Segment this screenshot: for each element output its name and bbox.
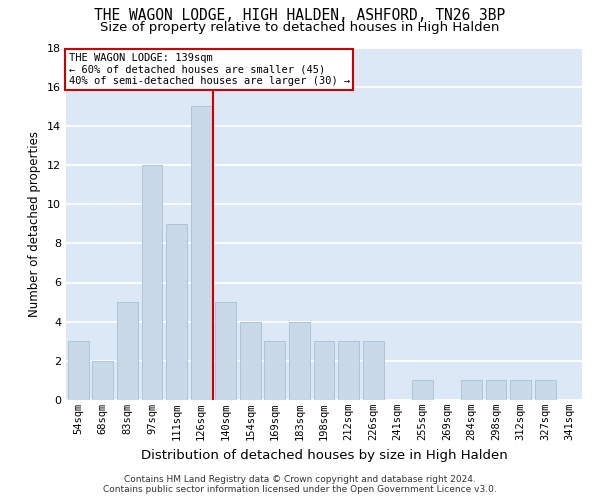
Bar bbox=[215, 302, 236, 400]
Text: THE WAGON LODGE, HIGH HALDEN, ASHFORD, TN26 3BP: THE WAGON LODGE, HIGH HALDEN, ASHFORD, T… bbox=[94, 8, 506, 22]
Bar bbox=[362, 342, 383, 400]
Text: THE WAGON LODGE: 139sqm
← 60% of detached houses are smaller (45)
40% of semi-de: THE WAGON LODGE: 139sqm ← 60% of detache… bbox=[68, 53, 350, 86]
Bar bbox=[240, 322, 261, 400]
Bar bbox=[92, 361, 113, 400]
Bar bbox=[166, 224, 187, 400]
Bar bbox=[412, 380, 433, 400]
Bar bbox=[289, 322, 310, 400]
X-axis label: Distribution of detached houses by size in High Halden: Distribution of detached houses by size … bbox=[140, 448, 508, 462]
Bar bbox=[461, 380, 482, 400]
Bar bbox=[485, 380, 506, 400]
Y-axis label: Number of detached properties: Number of detached properties bbox=[28, 130, 41, 317]
Bar bbox=[314, 342, 334, 400]
Bar bbox=[68, 342, 89, 400]
Bar bbox=[510, 380, 531, 400]
Bar bbox=[535, 380, 556, 400]
Bar bbox=[142, 165, 163, 400]
Bar bbox=[191, 106, 212, 400]
Text: Contains HM Land Registry data © Crown copyright and database right 2024.
Contai: Contains HM Land Registry data © Crown c… bbox=[103, 474, 497, 494]
Bar bbox=[265, 342, 286, 400]
Bar bbox=[338, 342, 359, 400]
Bar bbox=[117, 302, 138, 400]
Text: Size of property relative to detached houses in High Halden: Size of property relative to detached ho… bbox=[100, 22, 500, 35]
